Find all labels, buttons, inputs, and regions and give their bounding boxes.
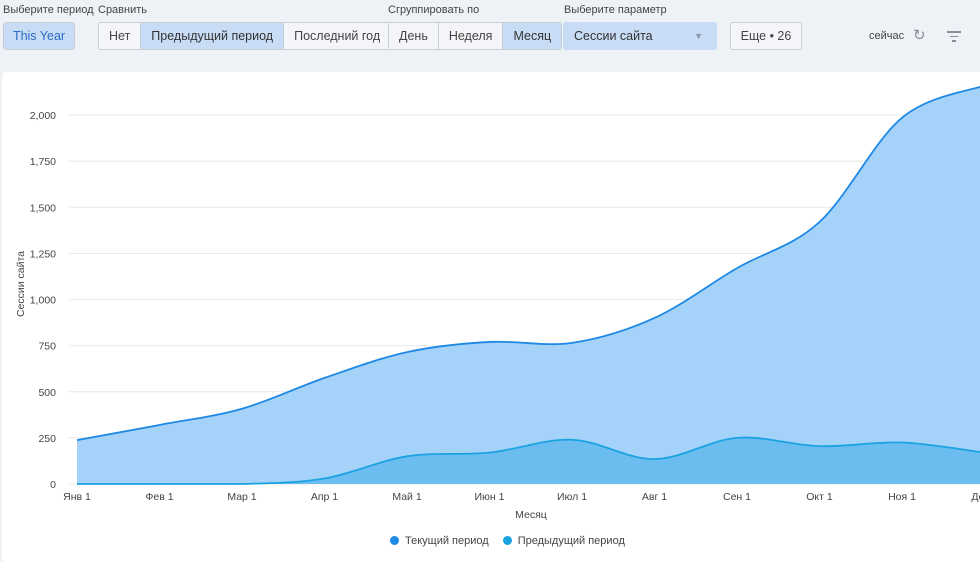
y-tick-label: 1,750 <box>30 156 56 168</box>
period-button[interactable]: This Year <box>3 22 75 50</box>
compare-option[interactable]: Последний год <box>284 23 391 49</box>
y-tick-label: 2,000 <box>30 110 56 122</box>
param-value: Сессии сайта <box>574 29 653 43</box>
x-tick-label: Окт 1 <box>806 491 833 503</box>
x-axis-label: Месяц <box>515 509 547 521</box>
series-line-1 <box>76 436 980 485</box>
x-tick-label: Янв 1 <box>63 491 91 503</box>
group-label: Сгруппировать по <box>388 4 480 16</box>
y-tick-label: 0 <box>50 479 56 491</box>
series-line-0 <box>76 85 980 441</box>
legend-item[interactable]: Текущий период <box>390 535 489 547</box>
group-by-option[interactable]: День <box>389 23 439 49</box>
x-tick-label: Фев 1 <box>145 491 173 503</box>
x-tick-label: Апр 1 <box>311 491 338 503</box>
x-tick-label: Май 1 <box>392 491 421 503</box>
x-tick-label: Июл 1 <box>557 491 587 503</box>
y-axis-label: Сессии сайта <box>15 251 27 317</box>
y-tick-label: 500 <box>38 387 56 399</box>
more-button[interactable]: Еще • 26 <box>730 22 802 50</box>
updated-text: сейчас <box>869 30 905 42</box>
group-by-option[interactable]: Месяц <box>503 23 562 49</box>
y-tick-label: 1,500 <box>30 202 56 214</box>
param-select[interactable]: Сессии сайта ▼ <box>563 22 717 50</box>
compare-option[interactable]: Предыдущий период <box>141 23 285 49</box>
legend-label: Текущий период <box>405 535 489 547</box>
x-tick-label: Мар 1 <box>227 491 256 503</box>
refresh-icon[interactable]: ↻ <box>913 27 926 44</box>
y-tick-label: 250 <box>38 433 56 445</box>
compare-label: Сравнить <box>98 4 148 16</box>
param-label: Выберите параметр <box>564 4 667 16</box>
legend-dot-icon <box>390 536 399 545</box>
x-tick-label: Июн 1 <box>475 491 505 503</box>
legend-item[interactable]: Предыдущий период <box>502 535 625 547</box>
legend-dot-icon <box>502 536 512 545</box>
legend: Текущий период Предыдущий период <box>390 535 625 547</box>
legend-label: Предыдущий период <box>517 535 625 547</box>
group-by-group: День Неделя Месяц <box>388 22 563 50</box>
group-by-option[interactable]: Неделя <box>438 23 504 49</box>
filter-icon[interactable] <box>947 31 961 42</box>
series-area-0 <box>77 86 980 484</box>
compare-option[interactable]: Нет <box>99 23 142 49</box>
x-tick-label: Сен 1 <box>723 491 751 503</box>
y-tick-label: 1,000 <box>30 295 56 307</box>
y-tick-label: 750 <box>38 341 56 353</box>
chevron-down-icon: ▼ <box>694 31 703 41</box>
x-tick-label: Ноя 1 <box>888 491 916 503</box>
x-tick-label: Дек 1 <box>971 491 980 503</box>
y-tick-label: 1,250 <box>30 248 56 260</box>
compare-group: Нет Предыдущий период Последний год <box>98 22 392 50</box>
x-tick-label: Авг 1 <box>642 491 667 503</box>
series-area-1 <box>77 437 980 485</box>
period-label: Выберите период <box>3 4 94 16</box>
